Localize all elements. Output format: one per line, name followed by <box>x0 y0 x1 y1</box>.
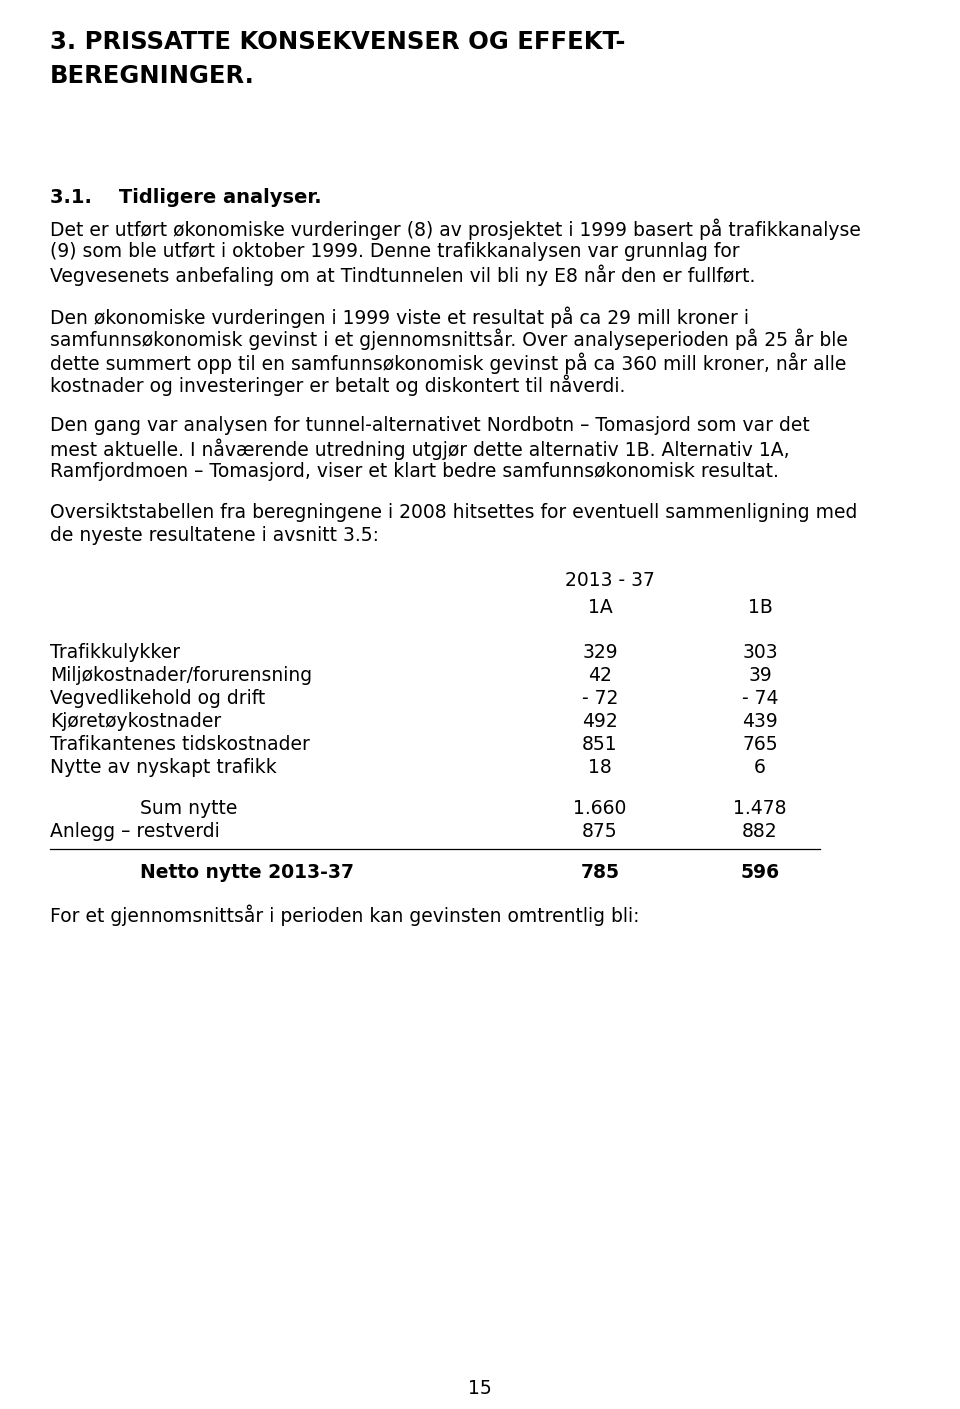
Text: 875: 875 <box>582 821 618 841</box>
Text: Sum nytte: Sum nytte <box>140 799 237 819</box>
Text: kostnader og investeringer er betalt og diskontert til nåverdi.: kostnader og investeringer er betalt og … <box>50 375 625 396</box>
Text: Anlegg – restverdi: Anlegg – restverdi <box>50 821 220 841</box>
Text: 765: 765 <box>742 735 778 754</box>
Text: - 74: - 74 <box>742 689 779 707</box>
Text: 492: 492 <box>582 712 618 731</box>
Text: - 72: - 72 <box>582 689 618 707</box>
Text: 3.1.    Tidligere analyser.: 3.1. Tidligere analyser. <box>50 187 322 207</box>
Text: 1A: 1A <box>588 597 612 617</box>
Text: Netto nytte 2013-37: Netto nytte 2013-37 <box>140 862 354 882</box>
Text: 15: 15 <box>468 1379 492 1398</box>
Text: (9) som ble utført i oktober 1999. Denne trafikkanalysen var grunnlag for: (9) som ble utført i oktober 1999. Denne… <box>50 242 739 261</box>
Text: samfunnsøkonomisk gevinst i et gjennomsnittsår. Over analyseperioden på 25 år bl: samfunnsøkonomisk gevinst i et gjennomsn… <box>50 328 848 351</box>
Text: 785: 785 <box>581 862 619 882</box>
Text: dette summert opp til en samfunnsøkonomisk gevinst på ca 360 mill kroner, når al: dette summert opp til en samfunnsøkonomi… <box>50 352 847 373</box>
Text: 18: 18 <box>588 758 612 776</box>
Text: 329: 329 <box>582 643 618 662</box>
Text: mest aktuelle. I nåværende utredning utgjør dette alternativ 1B. Alternativ 1A,: mest aktuelle. I nåværende utredning utg… <box>50 440 790 461</box>
Text: 1.660: 1.660 <box>573 799 627 819</box>
Text: 1.478: 1.478 <box>733 799 787 819</box>
Text: 303: 303 <box>742 643 778 662</box>
Text: 39: 39 <box>748 666 772 685</box>
Text: 596: 596 <box>740 862 780 882</box>
Text: 851: 851 <box>582 735 618 754</box>
Text: 42: 42 <box>588 666 612 685</box>
Text: Vegvesenets anbefaling om at Tindtunnelen vil bli ny E8 når den er fullført.: Vegvesenets anbefaling om at Tindtunnele… <box>50 265 756 286</box>
Text: BEREGNINGER.: BEREGNINGER. <box>50 63 254 87</box>
Text: Det er utført økonomiske vurderinger (8) av prosjektet i 1999 basert på trafikka: Det er utført økonomiske vurderinger (8)… <box>50 218 861 241</box>
Text: Kjøretøykostnader: Kjøretøykostnader <box>50 712 221 731</box>
Text: 1B: 1B <box>748 597 773 617</box>
Text: 3. PRISSATTE KONSEKVENSER OG EFFEKT-: 3. PRISSATTE KONSEKVENSER OG EFFEKT- <box>50 30 626 54</box>
Text: Trafikkulykker: Trafikkulykker <box>50 643 180 662</box>
Text: 882: 882 <box>742 821 778 841</box>
Text: 6: 6 <box>754 758 766 776</box>
Text: Den gang var analysen for tunnel-alternativet Nordbotn – Tomasjord som var det: Den gang var analysen for tunnel-alterna… <box>50 416 809 435</box>
Text: 439: 439 <box>742 712 778 731</box>
Text: Oversiktstabellen fra beregningene i 2008 hitsettes for eventuell sammenligning : Oversiktstabellen fra beregningene i 200… <box>50 503 857 521</box>
Text: 2013 - 37: 2013 - 37 <box>565 571 655 590</box>
Text: Vegvedlikehold og drift: Vegvedlikehold og drift <box>50 689 265 707</box>
Text: Ramfjordmoen – Tomasjord, viser et klart bedre samfunnsøkonomisk resultat.: Ramfjordmoen – Tomasjord, viser et klart… <box>50 462 779 480</box>
Text: de nyeste resultatene i avsnitt 3.5:: de nyeste resultatene i avsnitt 3.5: <box>50 526 379 545</box>
Text: Nytte av nyskapt trafikk: Nytte av nyskapt trafikk <box>50 758 276 776</box>
Text: Den økonomiske vurderingen i 1999 viste et resultat på ca 29 mill kroner i: Den økonomiske vurderingen i 1999 viste … <box>50 306 749 327</box>
Text: For et gjennomsnittsår i perioden kan gevinsten omtrentlig bli:: For et gjennomsnittsår i perioden kan ge… <box>50 905 639 926</box>
Text: Trafikantenes tidskostnader: Trafikantenes tidskostnader <box>50 735 310 754</box>
Text: Miljøkostnader/forurensning: Miljøkostnader/forurensning <box>50 666 312 685</box>
